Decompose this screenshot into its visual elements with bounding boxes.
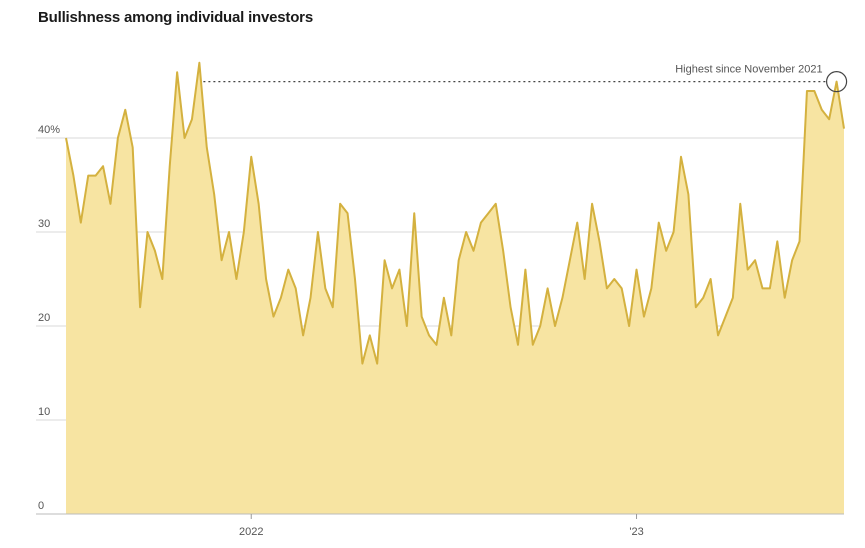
y-tick-label: 40% [38, 124, 60, 136]
x-tick-label: 2022 [239, 526, 263, 538]
x-tick-label: '23 [629, 526, 643, 538]
y-tick-label: 0 [38, 500, 44, 512]
annotation-circle [825, 70, 848, 93]
y-tick-label: 10 [38, 406, 50, 418]
annotation-label: Highest since November 2021 [675, 64, 822, 76]
y-axis-tick-labels: 0 10 20 30 40% [38, 124, 60, 512]
annotation-layer: Highest since November 2021 [203, 64, 848, 93]
y-tick-label: 30 [38, 218, 50, 230]
area-fill [66, 62, 844, 515]
area-layer [36, 61, 845, 515]
chart-title: Bullishness among individual investors [38, 9, 313, 26]
series-line [65, 61, 845, 365]
y-tick-label: 20 [38, 312, 50, 324]
x-axis-tick-labels: 2022 '23 [239, 514, 644, 538]
